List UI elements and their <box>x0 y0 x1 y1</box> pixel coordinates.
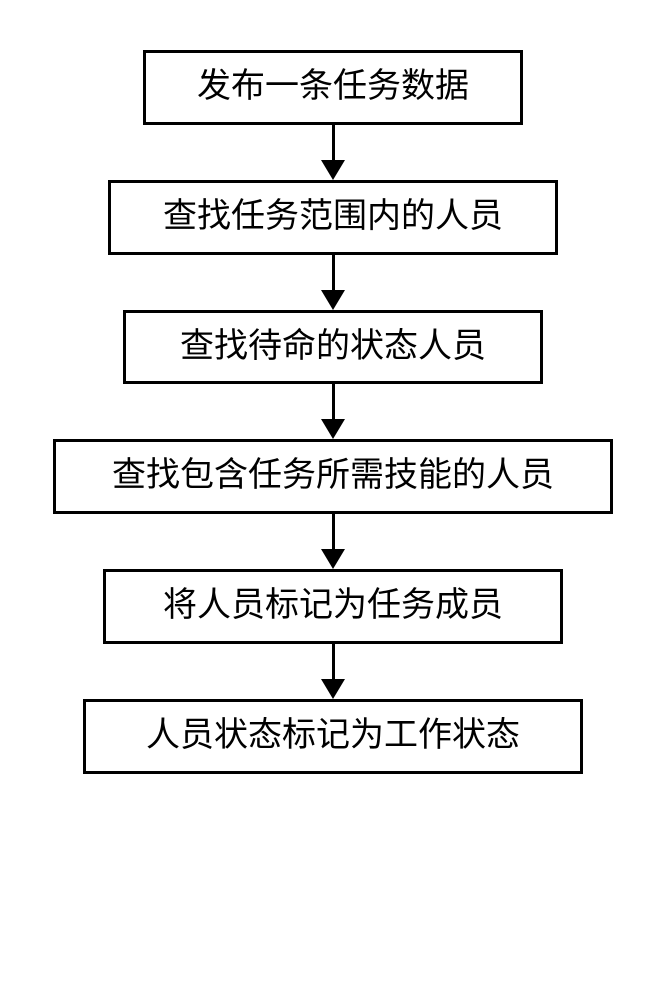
arrow-line <box>332 384 335 419</box>
flow-node-1-label: 发布一条任务数据 <box>197 67 469 108</box>
flow-node-5-label: 将人员标记为任务成员 <box>163 586 503 627</box>
flow-node-2-label: 查找任务范围内的人员 <box>163 197 503 238</box>
arrow-down-icon <box>321 549 345 569</box>
flow-arrow-5 <box>321 644 345 699</box>
arrow-down-icon <box>321 160 345 180</box>
flow-node-4: 查找包含任务所需技能的人员 <box>53 439 613 514</box>
arrow-line <box>332 255 335 290</box>
flow-node-1: 发布一条任务数据 <box>143 50 523 125</box>
flow-node-6: 人员状态标记为工作状态 <box>83 699 583 774</box>
flow-arrow-3 <box>321 384 345 439</box>
flow-arrow-4 <box>321 514 345 569</box>
flow-node-5: 将人员标记为任务成员 <box>103 569 563 644</box>
arrow-line <box>332 125 335 160</box>
arrow-line <box>332 644 335 679</box>
flow-arrow-1 <box>321 125 345 180</box>
arrow-down-icon <box>321 679 345 699</box>
arrow-line <box>332 514 335 549</box>
flow-node-3: 查找待命的状态人员 <box>123 310 543 385</box>
flow-arrow-2 <box>321 255 345 310</box>
arrow-down-icon <box>321 290 345 310</box>
flow-node-3-label: 查找待命的状态人员 <box>180 327 486 368</box>
flow-node-4-label: 查找包含任务所需技能的人员 <box>112 456 554 497</box>
flow-node-2: 查找任务范围内的人员 <box>108 180 558 255</box>
arrow-down-icon <box>321 419 345 439</box>
flow-node-6-label: 人员状态标记为工作状态 <box>146 716 520 757</box>
